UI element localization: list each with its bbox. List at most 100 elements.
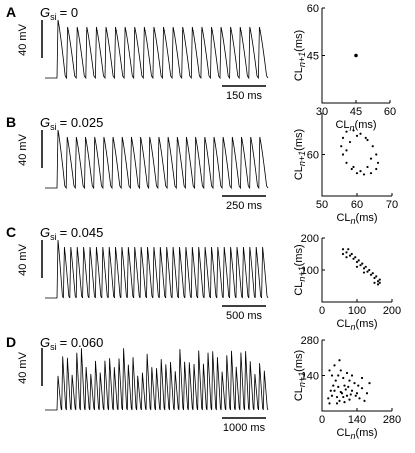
point (373, 281, 376, 284)
point (369, 157, 373, 160)
parameter-symbol: G (40, 5, 50, 20)
parameter: Gsi = 0 (40, 5, 78, 22)
x-axis-label: CLn(ms) (336, 427, 377, 441)
x-axis-label: CLn(ms) (335, 119, 376, 133)
point (355, 265, 359, 268)
y-axis-label: CLn+1(ms) (293, 350, 307, 401)
point (343, 401, 346, 404)
x-axis-label: CLn(ms) (336, 212, 377, 226)
point (335, 395, 339, 399)
point (341, 252, 345, 256)
point (368, 268, 371, 272)
point (371, 145, 374, 148)
x-tick-label: 50 (316, 199, 328, 211)
parameter: Gsi = 0.025 (40, 115, 103, 132)
point (352, 165, 355, 169)
x-label-sub: n (351, 431, 356, 441)
point (354, 256, 357, 259)
point (337, 385, 340, 389)
parameter-symbol: G (40, 225, 50, 240)
voltage-trace (45, 19, 269, 80)
y-tick-label: 200 (301, 233, 319, 245)
point (357, 384, 360, 387)
time-scale: 500 ms (226, 310, 263, 322)
point (328, 369, 331, 372)
x-label-sub: n (351, 322, 356, 332)
point (350, 389, 354, 392)
point (342, 376, 345, 380)
point (348, 254, 352, 257)
point (343, 384, 346, 387)
point (359, 170, 362, 173)
x-label-unit: (ms) (356, 212, 378, 224)
point (349, 393, 352, 396)
x-tick-label: 200 (383, 305, 401, 317)
point (366, 165, 369, 169)
x-tick-label: 60 (384, 106, 396, 118)
parameter-symbol: G (40, 115, 50, 130)
x-tick-label: 70 (386, 199, 398, 211)
point (341, 136, 345, 139)
y-label: CL (293, 387, 305, 401)
point (362, 267, 366, 270)
point (337, 374, 340, 377)
point (338, 399, 341, 402)
x-label: CL (336, 318, 350, 330)
point (341, 153, 345, 156)
point (361, 262, 364, 265)
x-tick-label: 45 (350, 106, 362, 118)
panel-label: A (6, 4, 16, 20)
point (350, 167, 353, 171)
point (338, 359, 341, 362)
point (350, 374, 354, 377)
y-axis-label: CLn+1(ms) (293, 244, 307, 295)
y-label-unit: (ms) (293, 244, 305, 266)
x-label: CL (336, 212, 350, 224)
point (373, 276, 376, 280)
y-axis-label: CLn+1(ms) (293, 129, 307, 180)
x-tick-label: 100 (348, 305, 366, 317)
point (355, 260, 359, 264)
point (355, 392, 359, 395)
y-axis-label: CLn+1(ms) (293, 30, 307, 81)
x-axis-label: CLn(ms) (336, 318, 377, 332)
point (376, 283, 380, 286)
point (340, 145, 343, 148)
point (327, 397, 330, 400)
point (342, 395, 345, 399)
point (364, 265, 367, 268)
point (365, 392, 369, 395)
point (378, 281, 381, 284)
time-scale: 250 ms (226, 200, 263, 212)
y-tick-label: 100 (301, 265, 319, 277)
x-label-sub: n (350, 123, 355, 133)
y-label-sub: n+1 (297, 151, 307, 166)
x-label-unit: (ms) (356, 427, 378, 439)
point (330, 394, 334, 397)
voltage-scale: 40 mV (17, 243, 29, 275)
axes (321, 238, 392, 303)
x-tick-label: 60 (351, 199, 363, 211)
y-label: CL (293, 282, 305, 296)
voltage-trace (45, 129, 269, 190)
point (355, 172, 359, 175)
point (378, 278, 381, 281)
point (333, 389, 336, 392)
parameter-sub: si (50, 12, 57, 22)
parameter-value: = 0 (60, 5, 78, 20)
x-tick-label: 140 (348, 414, 366, 426)
point (359, 264, 362, 267)
y-tick-label: 280 (301, 335, 319, 347)
point (344, 388, 347, 391)
x-tick-label: 0 (319, 305, 325, 317)
point (369, 273, 373, 276)
point (345, 256, 348, 259)
parameter-value: = 0.025 (60, 115, 104, 130)
point (360, 376, 364, 380)
point (376, 161, 380, 164)
point (366, 270, 369, 273)
y-tick-label: 60 (307, 150, 319, 162)
point (345, 130, 348, 133)
point (352, 129, 355, 132)
point (348, 379, 351, 382)
